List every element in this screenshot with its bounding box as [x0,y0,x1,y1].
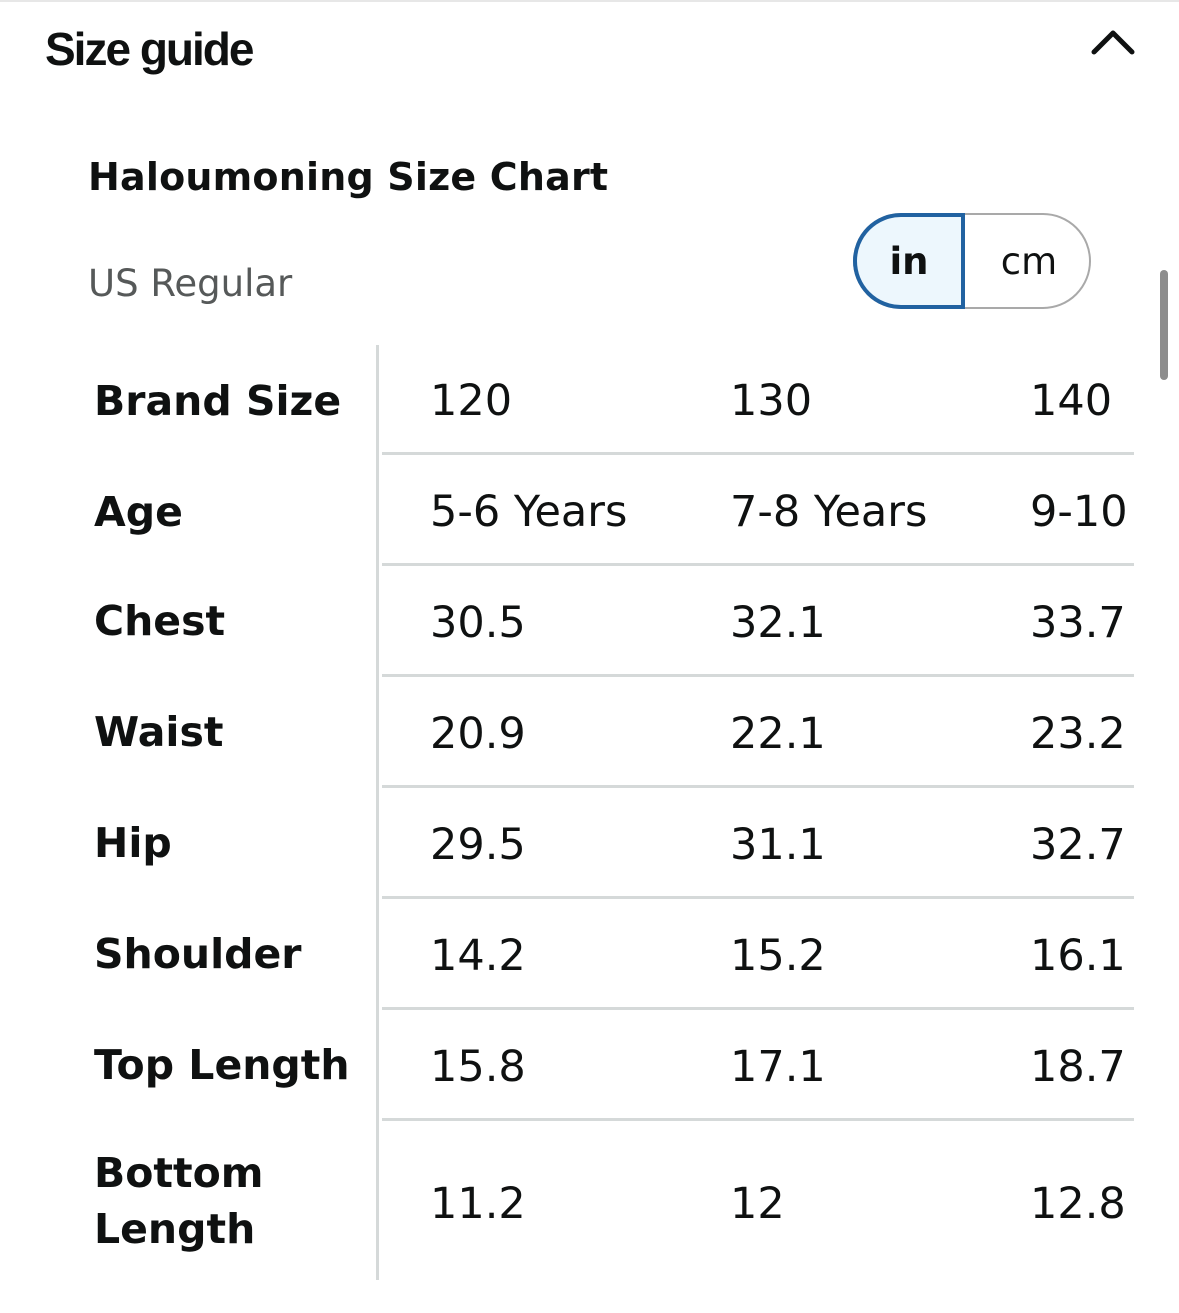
table-cell: 30.5 [430,598,526,648]
table-cell: 32.7 [1030,820,1126,870]
row-divider [382,1007,1134,1010]
row-divider [382,896,1134,899]
row-divider [382,674,1134,677]
table-cell: 18.7 [1030,1042,1126,1092]
table-cell: 5-6 Years [430,487,628,537]
table-cell: 33.7 [1030,598,1126,648]
table-cell: 15.8 [430,1042,526,1092]
size-chart-title: Haloumoning Size Chart [88,155,609,199]
row-divider [382,563,1134,566]
table-cell: 20.9 [430,709,526,759]
row-label-waist: Waist [94,708,224,756]
unit-cm-button[interactable]: cm [1000,239,1058,283]
top-divider [0,0,1179,2]
row-label-bottom-length-line1: Bottom [94,1149,264,1197]
collapse-button[interactable] [1082,18,1144,68]
size-values: 120 130 140 5-6 Years 7-8 Years 9-10 30.… [382,345,1134,1280]
table-cell: 29.5 [430,820,526,870]
table-cell: 32.1 [730,598,826,648]
row-divider [382,1118,1134,1121]
size-guide-title: Size guide [45,23,254,75]
size-region-label: US Regular [88,262,293,305]
row-label-brand-size: Brand Size [94,377,342,425]
table-cell: 23.2 [1030,709,1126,759]
scrollbar-thumb[interactable] [1160,270,1168,380]
table-cell: 16.1 [1030,931,1126,981]
table-cell: 12 [730,1179,785,1229]
row-divider [382,452,1134,455]
table-cell: 17.1 [730,1042,826,1092]
table-cell: 22.1 [730,709,826,759]
table-cell: 14.2 [430,931,526,981]
table-cell: 11.2 [430,1179,526,1229]
row-label-chest: Chest [94,597,226,645]
table-cell: 9-10 [1030,487,1128,537]
row-label-age: Age [94,488,183,536]
row-header-column: Brand Size Age Chest Waist Hip Shoulder … [0,345,379,1280]
table-cell: 31.1 [730,820,826,870]
size-guide-header[interactable]: Size guide [0,0,1179,100]
row-label-top-length: Top Length [94,1041,350,1089]
row-label-bottom-length-line2: Length [94,1205,256,1253]
row-label-shoulder: Shoulder [94,930,302,978]
table-cell: 140 [1030,376,1113,426]
chevron-up-icon [1091,30,1135,55]
table-cell: 120 [430,376,513,426]
size-table[interactable]: Brand Size Age Chest Waist Hip Shoulder … [0,345,1134,1280]
table-cell: 12.8 [1030,1179,1126,1229]
unit-inches-button[interactable]: in [853,213,965,309]
row-divider [382,785,1134,788]
table-cell: 15.2 [730,931,826,981]
table-cell: 7-8 Years [730,487,928,537]
table-cell: 130 [730,376,813,426]
row-label-hip: Hip [94,819,172,867]
unit-toggle: in cm [853,213,1091,309]
